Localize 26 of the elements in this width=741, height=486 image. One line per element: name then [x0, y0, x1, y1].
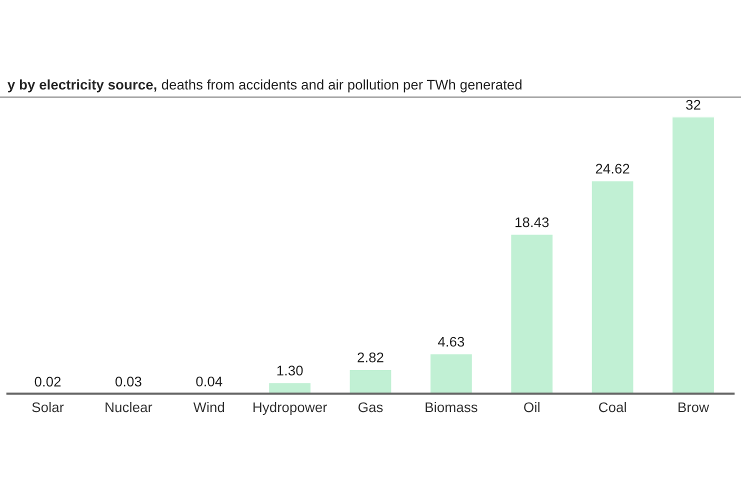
- data-label: 2.82: [358, 352, 384, 362]
- chart-title: y by electricity source,: [8, 79, 156, 92]
- x-tick-label: Biomass: [426, 402, 478, 412]
- x-tick-label: Coal: [598, 402, 626, 412]
- data-label: 0.02: [34, 376, 61, 387]
- bar: [590, 180, 635, 394]
- data-label: 24.62: [596, 164, 630, 174]
- bar: [671, 116, 716, 394]
- x-tick-label: Oil: [524, 402, 540, 412]
- data-label: 0.04: [196, 376, 222, 386]
- data-label: 32: [686, 100, 700, 110]
- data-label: 0.03: [115, 376, 142, 386]
- data-label: 4.63: [438, 336, 464, 347]
- bar: [348, 368, 393, 394]
- x-tick-label: Wind: [193, 402, 224, 412]
- bar: [429, 352, 474, 394]
- x-tick-label: Brow: [678, 402, 710, 412]
- data-label: 1.30: [277, 366, 303, 376]
- data-label: 18.43: [516, 217, 549, 228]
- bar: [510, 233, 554, 394]
- x-tick-label: Nuclear: [106, 402, 152, 412]
- x-tick-label: Hydropower: [254, 402, 328, 415]
- chart-subtitle: deaths from accidents and air pollution per TWh generated: [162, 79, 522, 92]
- x-tick-label: Gas: [358, 402, 383, 412]
- x-tick-label: Solar: [32, 402, 64, 412]
- bar: [268, 382, 312, 394]
